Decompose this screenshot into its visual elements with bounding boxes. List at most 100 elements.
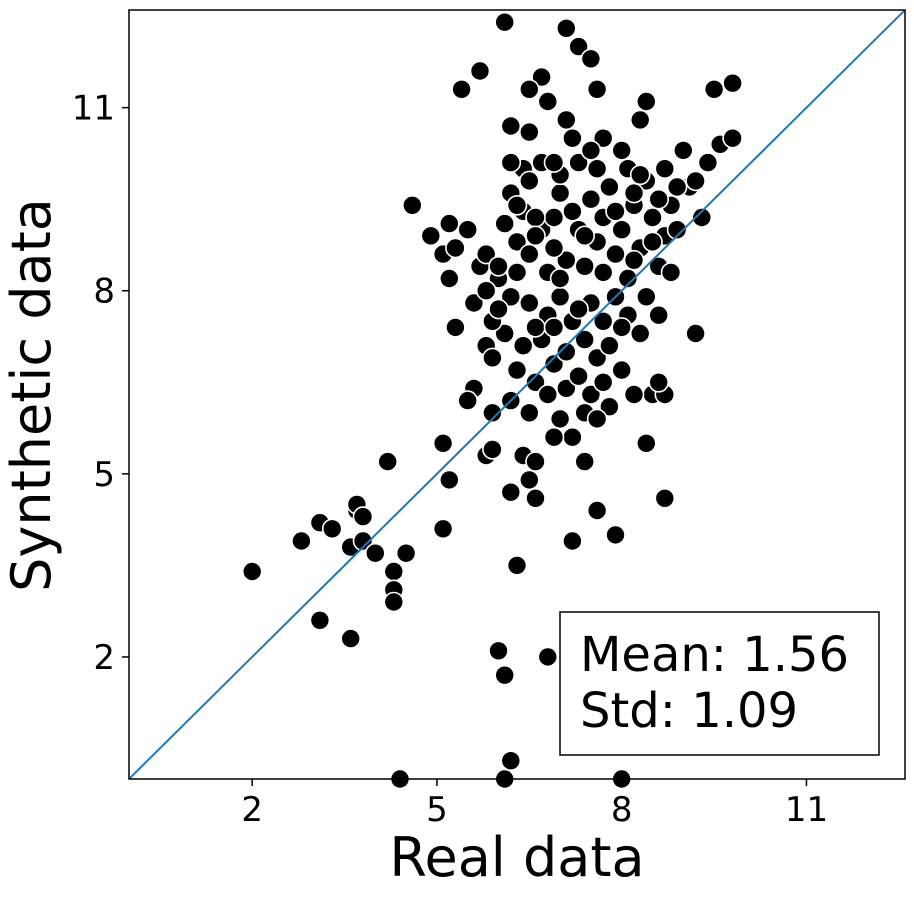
scatter-point [580,384,602,405]
plot-frame [128,9,906,780]
scatter-point [648,188,670,210]
scatter-point [562,201,583,222]
scatter-point [580,140,602,161]
scatter-point [506,262,528,283]
scatter-point [500,750,522,772]
scatter-point [672,140,694,161]
scatter-point [580,188,602,210]
y-tick-label: 2 [93,638,115,678]
scatter-point [518,469,540,491]
scatter-point [592,262,614,283]
scatter-point [574,255,596,277]
scatter-point [395,542,417,564]
scatter-point [635,91,657,112]
stats-std: Std: 1.09 [580,683,798,739]
scatter-point [494,11,516,33]
y-axis-label: Synthetic data [0,198,63,592]
scatter-point [525,371,546,393]
scatter-point [642,231,663,253]
scatter-point [321,518,343,540]
scatter-point [611,140,633,161]
scatter-point [568,298,589,320]
scatter-point [691,207,713,228]
scatter-point [500,115,522,137]
scatter-point [697,152,719,173]
scatter-point [568,152,589,173]
scatter-point [586,347,608,369]
scatter-point [592,127,614,149]
scatter-point [309,609,331,631]
y-tick-label: 8 [93,272,115,312]
scatter-point [518,79,540,100]
scatter-point [543,237,565,259]
scatter-point [438,469,460,491]
scatter-point [568,365,589,387]
scatter-point [463,292,485,314]
scatter-point [586,408,608,430]
scatter-point [574,329,596,350]
scatter-point [537,384,559,405]
scatter-point [574,225,596,247]
scatter-point [543,152,565,173]
scatter-point [525,207,546,228]
scatter-point [537,91,559,112]
scatter-point [506,231,528,253]
scatter-point [660,262,682,283]
scatter-point [457,390,479,411]
scatter-point [562,530,583,552]
scatter-point [475,243,497,265]
scatter-point [586,158,608,179]
y-tick-label: 11 [72,89,115,129]
scatter-point [518,121,540,143]
scatter-point [364,542,386,564]
scatter-point [666,176,688,198]
scatter-point [555,378,577,399]
scatter-point [599,335,620,357]
scatter-point [543,317,565,338]
scatter-point [506,359,528,381]
scatter-point [666,219,688,240]
scatter-point [518,170,540,192]
scatter-point [494,664,516,686]
scatter-point [488,640,509,662]
scatter-point [685,323,706,344]
scatter-point [506,555,528,576]
scatter-point [635,432,657,454]
stats-box: Mean: 1.56 Std: 1.09 [559,611,880,756]
scatter-point [537,646,559,668]
scatter-point [580,48,602,70]
scatter-point [525,451,546,472]
stats-box-frame [559,611,880,756]
scatter-point [592,371,614,393]
scatter-point [617,268,639,289]
scatter-point [352,506,374,527]
scatter-point [654,487,676,509]
scatter-point [562,127,583,149]
y-axis: 2 5 8 11 [72,89,129,678]
scatter-point [500,152,522,173]
scatter-point [438,213,460,234]
scatter-point [635,286,657,308]
scatter-point [586,79,608,100]
x-tick-label: 2 [241,790,263,830]
scatter-point [623,249,645,271]
scatter-point [518,292,540,314]
scatter-point [383,561,405,582]
scatter-point [592,310,614,332]
scatter-point [599,176,620,198]
scatter-point [377,451,399,472]
scatter-point [555,341,577,363]
scatter-point [500,481,522,503]
x-axis-label: Real data [389,826,644,889]
scatter-point [549,286,571,308]
scatter-point [629,109,651,131]
y-tick-label: 5 [93,455,115,495]
scatter-point [722,127,743,149]
scatter-point [605,524,626,546]
x-tick-label: 5 [426,790,448,830]
scatter-point [611,359,633,381]
scatter-point [555,249,577,271]
scatter-point [543,207,565,228]
x-tick-label: 11 [785,790,828,830]
